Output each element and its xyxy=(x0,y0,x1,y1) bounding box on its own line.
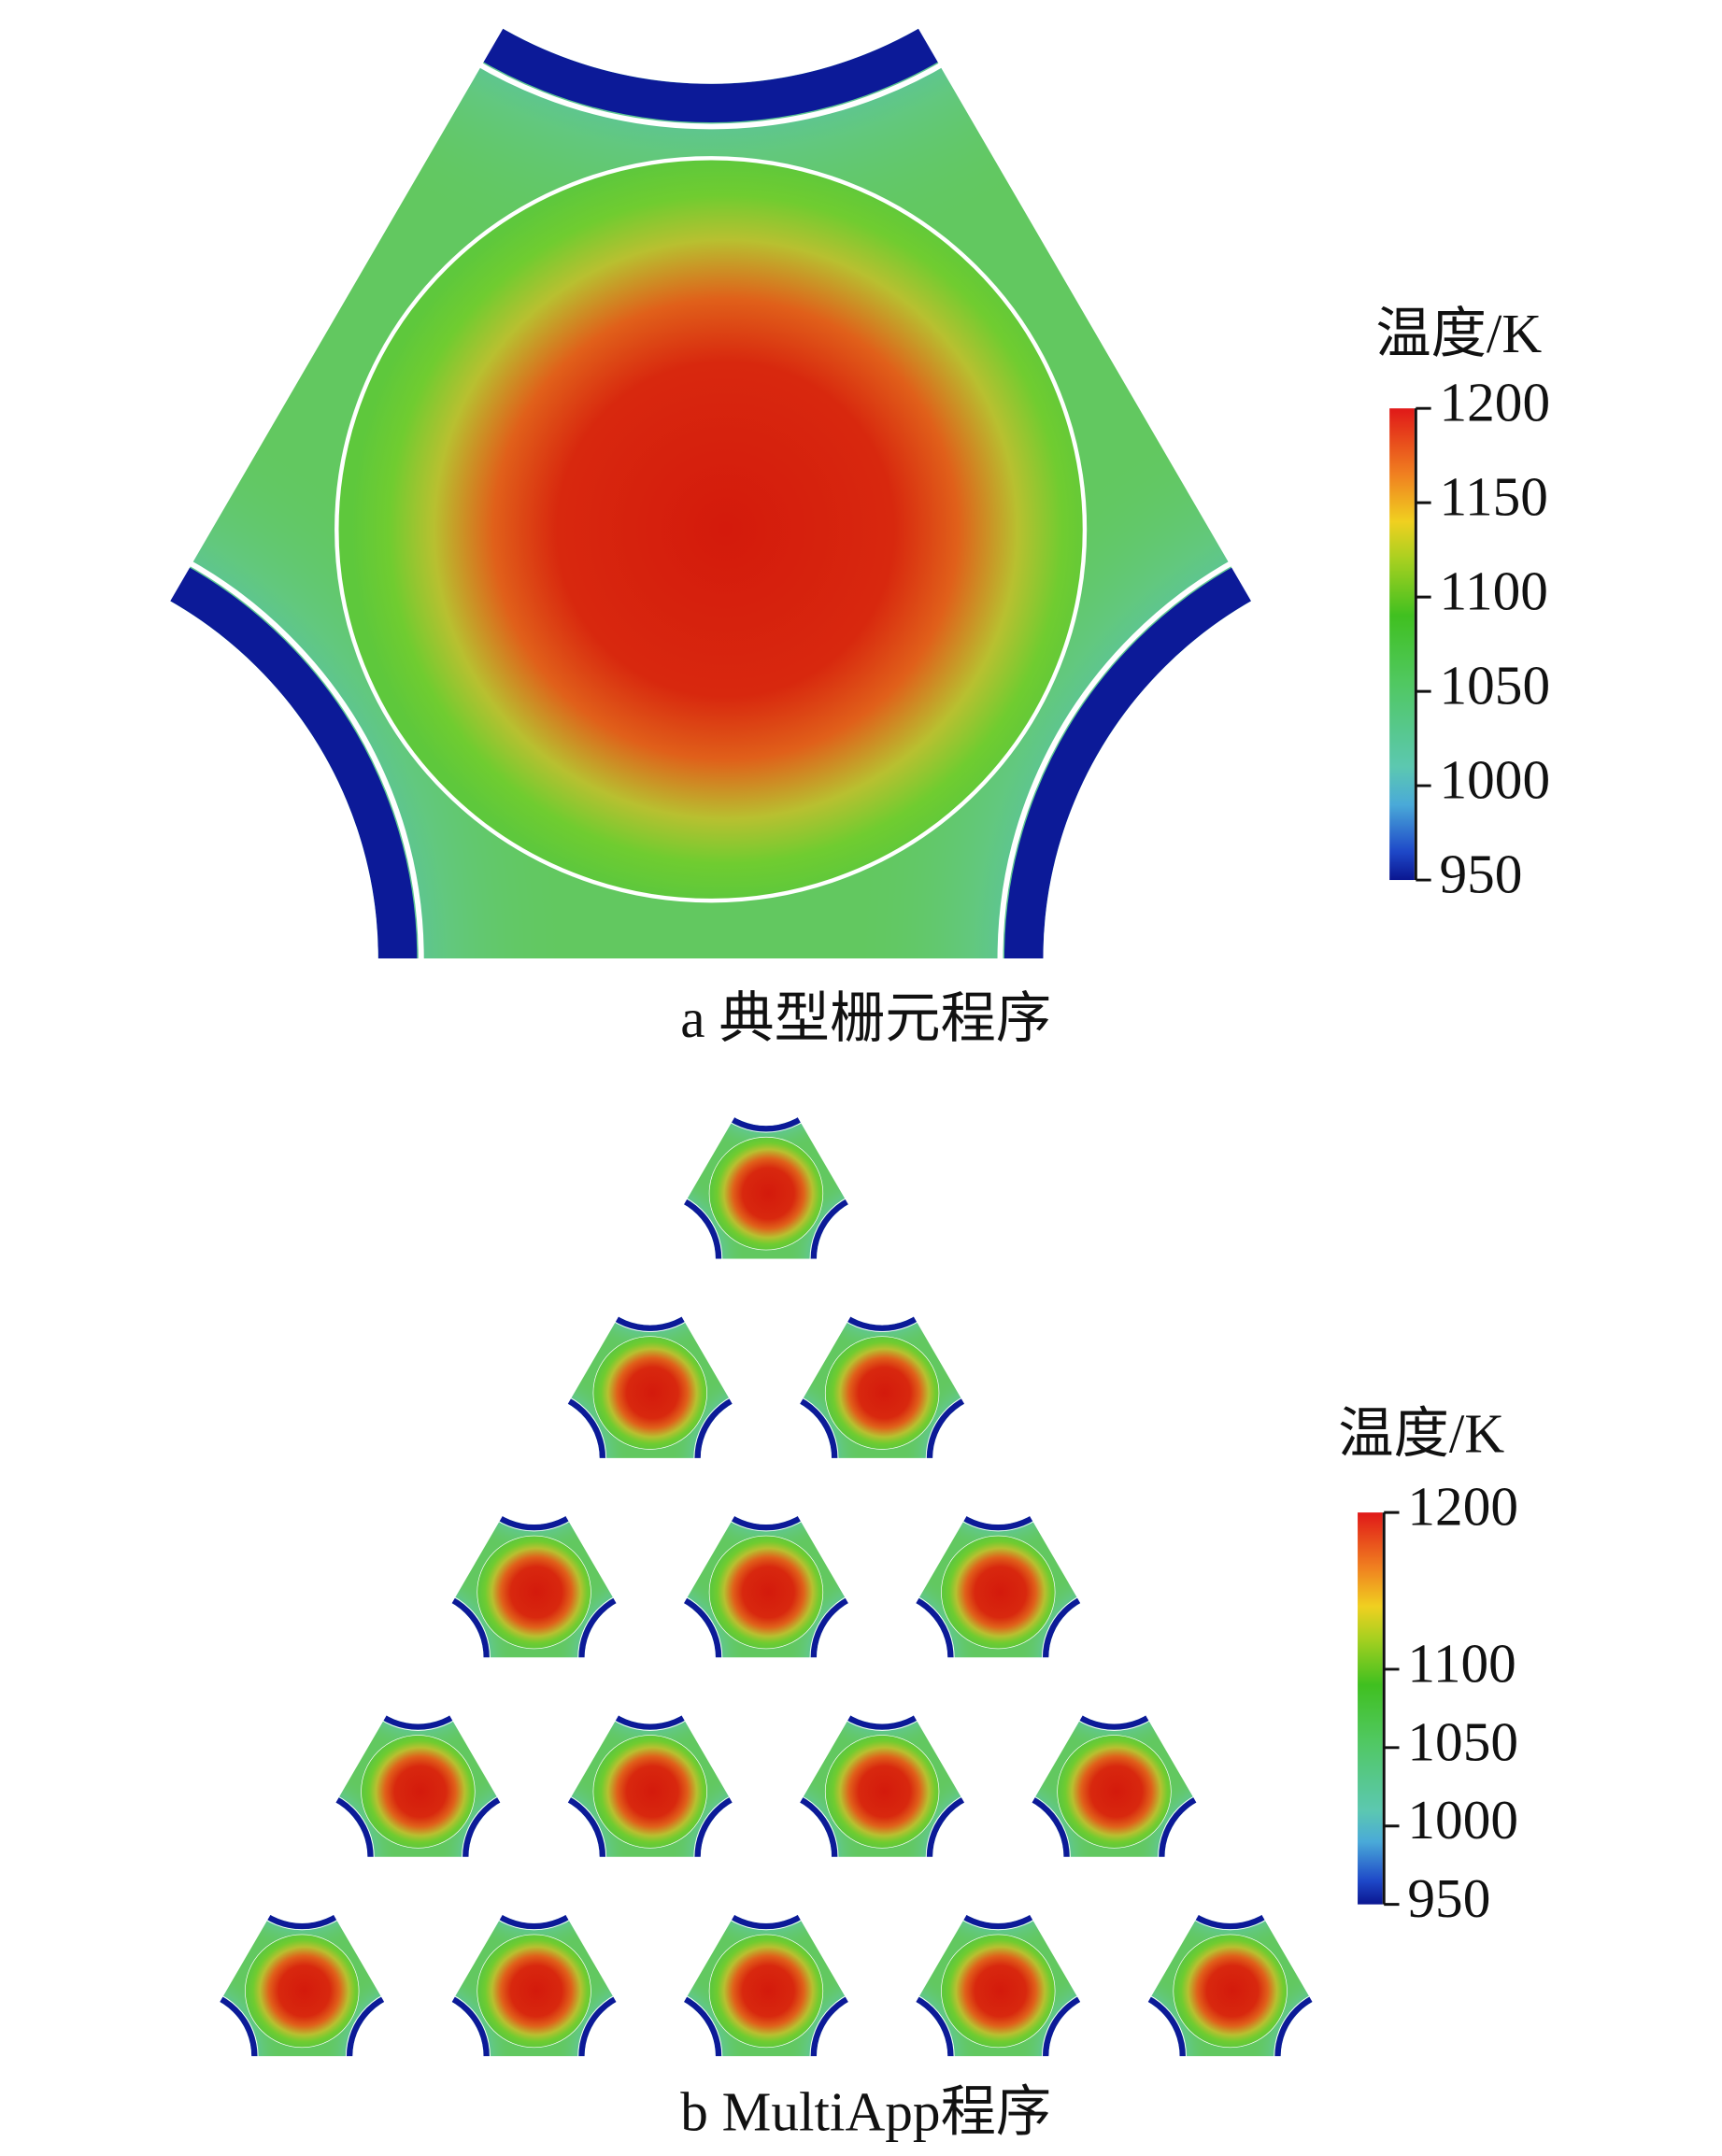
gap-line xyxy=(348,1591,489,1731)
gap-line xyxy=(0,502,424,1415)
colorbar-tick-label: 1050 xyxy=(1407,1711,1518,1773)
coolant-wall xyxy=(929,1393,1068,1531)
gap-line xyxy=(928,1392,1069,1532)
moderator-shade xyxy=(849,353,1722,1564)
gap-line xyxy=(695,1791,836,1931)
colorbar-tick-label: 1100 xyxy=(1440,560,1548,622)
colorbar-title: 温度/K xyxy=(1375,303,1542,364)
colorbar-tick-label: 950 xyxy=(1440,844,1523,905)
fuel-pellet xyxy=(1173,1934,1288,2049)
coolant-wall xyxy=(697,994,835,1132)
coolant-wall xyxy=(815,1987,954,2125)
coolant-wall xyxy=(119,1987,258,2125)
moderator-shade xyxy=(199,0,1223,277)
colorbar-tick-label: 1200 xyxy=(1407,1476,1518,1538)
gap-line xyxy=(812,1591,953,1731)
fuel-cell xyxy=(1023,1768,1437,2149)
coolant-wall xyxy=(580,1592,719,1730)
fuel-pellet xyxy=(334,156,1088,903)
gap-line xyxy=(1160,1791,1301,1931)
gap-line xyxy=(695,1392,836,1532)
gap-line xyxy=(1046,1986,1187,2126)
gap-line xyxy=(997,500,1722,1416)
gap-line xyxy=(463,1791,605,1931)
colorbar-tick-label: 1150 xyxy=(1440,466,1548,528)
gap-line xyxy=(579,1192,720,1332)
cell-body xyxy=(1023,1768,1437,2149)
coolant-wall xyxy=(399,0,1022,122)
coolant-wall xyxy=(349,1592,488,1730)
coolant-wall xyxy=(697,1792,835,1930)
gap-line xyxy=(812,1192,953,1332)
gap-line xyxy=(463,1392,605,1532)
coolant-wall xyxy=(1160,1792,1300,1930)
gap-line xyxy=(1044,1591,1185,1731)
gap-line xyxy=(814,1986,955,2126)
colorbar-tick-label: 950 xyxy=(1407,1867,1490,1929)
coolant-wall xyxy=(464,1393,604,1531)
coolant-wall xyxy=(1004,507,1722,1410)
colorbar-tick-label: 1050 xyxy=(1440,655,1551,716)
coolant-wall xyxy=(929,1792,1068,1930)
gap-line xyxy=(118,1986,259,2126)
colorbar-tick-label: 1200 xyxy=(1440,372,1551,433)
coolant-wall xyxy=(1274,1987,1414,2125)
gap-line xyxy=(232,1791,373,1931)
coolant-wall xyxy=(0,508,418,1409)
colorbar xyxy=(1358,1512,1383,1905)
coolant-wall xyxy=(1047,1987,1186,2125)
colorbar-title: 温度/K xyxy=(1338,1403,1504,1465)
coolant-wall xyxy=(813,1592,952,1730)
gap-line xyxy=(579,1591,720,1731)
colorbar xyxy=(1389,408,1415,881)
coolant-wall xyxy=(350,1987,490,2125)
colorbar-tick-label: 1100 xyxy=(1407,1633,1516,1695)
coolant-wall xyxy=(583,1987,722,2125)
coolant-wall xyxy=(580,1194,719,1331)
coolant-wall xyxy=(813,1194,952,1331)
gap-line xyxy=(582,1986,723,2126)
coolant-wall xyxy=(1045,1592,1184,1730)
gap-line xyxy=(928,1791,1069,1931)
colorbar-tick-label: 1000 xyxy=(1440,749,1551,811)
gap-line xyxy=(1274,1986,1415,2126)
gap-line xyxy=(389,0,1032,130)
gap-line xyxy=(349,1986,491,2126)
coolant-wall xyxy=(464,1792,604,1930)
coolant-wall xyxy=(233,1792,372,1930)
colorbar-tick-label: 1000 xyxy=(1407,1789,1518,1851)
gap-line xyxy=(695,993,836,1133)
caption: b MultiApp程序 xyxy=(680,2080,1051,2142)
coolant-wall xyxy=(697,1393,835,1531)
